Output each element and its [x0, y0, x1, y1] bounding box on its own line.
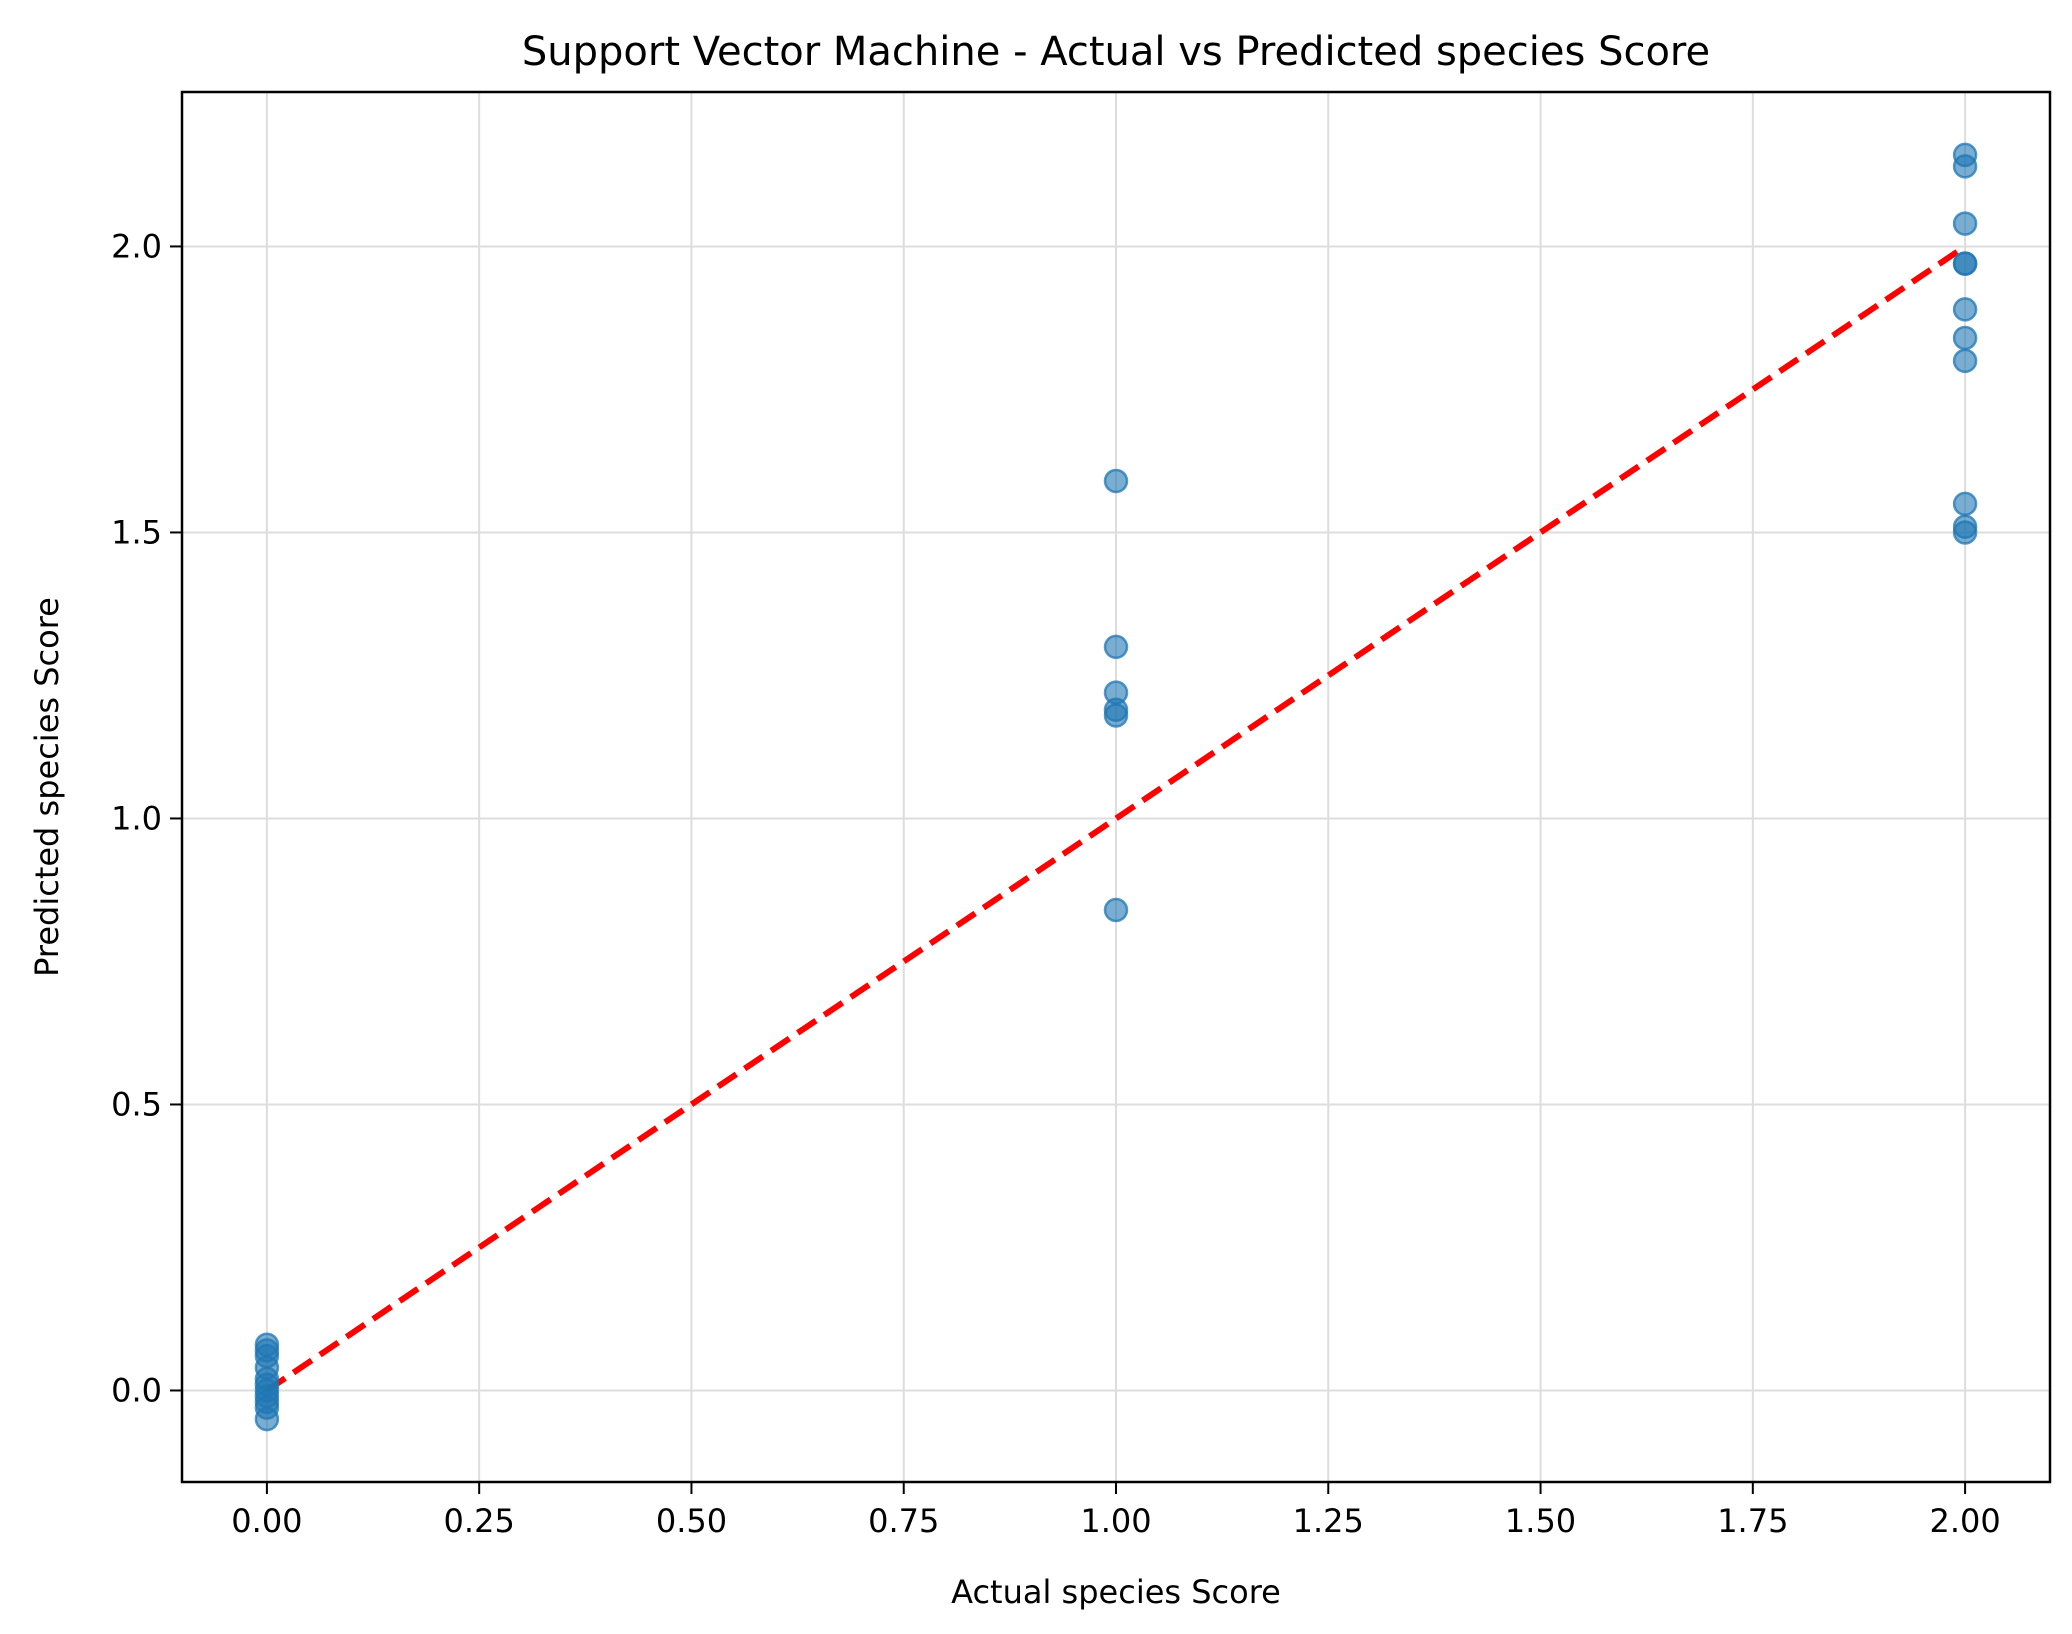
- reference-line: [265, 243, 1967, 1393]
- data-point: [1952, 154, 1978, 179]
- data-point: [1952, 520, 1978, 545]
- x-tick-label: 1.50: [1505, 1502, 1576, 1540]
- x-tick-label: 0.50: [656, 1502, 727, 1540]
- data-point: [1952, 491, 1978, 517]
- data-point: [1103, 897, 1129, 923]
- x-axis-ticks: 0.00 0.25 0.50 0.75 1.00 1.25 1.50 1.75 2.00: [231, 1482, 2001, 1540]
- y-tick-label: 1.5: [111, 513, 162, 551]
- x-tick-label: 0.25: [444, 1502, 515, 1540]
- y-axis-label: Predicted species Score: [28, 597, 66, 977]
- data-point: [1103, 634, 1129, 660]
- data-point: [1952, 325, 1978, 351]
- data-point: [254, 1406, 280, 1432]
- y-tick-label: 0.0: [111, 1371, 162, 1409]
- reference-line-group: [265, 243, 1967, 1393]
- data-point: [1103, 468, 1129, 494]
- y-tick-label: 2.0: [111, 227, 162, 265]
- chart-title: Support Vector Machine - Actual vs Predi…: [522, 29, 1710, 75]
- data-point: [1952, 297, 1978, 322]
- data-point: [1952, 348, 1978, 374]
- x-tick-label: 0.75: [868, 1502, 939, 1540]
- data-point: [1952, 251, 1978, 276]
- x-tick-label: 1.75: [1717, 1502, 1788, 1540]
- data-point: [1952, 211, 1978, 236]
- y-tick-label: 1.0: [111, 799, 162, 837]
- x-tick-label: 1.00: [1080, 1502, 1151, 1540]
- x-tick-label: 2.00: [1929, 1502, 2000, 1540]
- data-points: [254, 142, 1978, 1432]
- x-tick-label: 0.00: [231, 1502, 302, 1540]
- x-axis-label: Actual species Score: [951, 1573, 1281, 1611]
- y-tick-label: 0.5: [111, 1085, 162, 1123]
- x-tick-label: 1.25: [1293, 1502, 1364, 1540]
- grid-lines: [182, 92, 2050, 1482]
- y-axis-ticks: 0.0 0.5 1.0 1.5 2.0: [111, 227, 182, 1409]
- data-point: [1103, 703, 1129, 728]
